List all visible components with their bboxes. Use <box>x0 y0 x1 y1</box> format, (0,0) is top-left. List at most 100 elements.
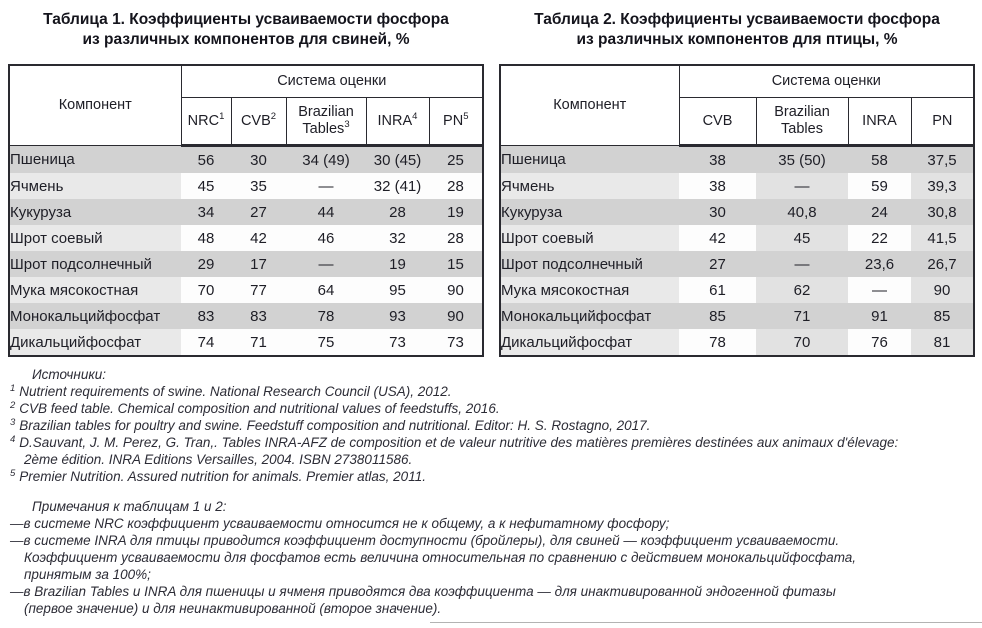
table1-col-cvb: CVB2 <box>230 97 287 147</box>
notes-heading: Примечания к таблицам 1 и 2: <box>32 499 227 514</box>
component-cell: Мука мясокостная <box>9 277 181 303</box>
value-cell: 48 <box>181 225 231 251</box>
value-cell: 29 <box>181 251 231 277</box>
table1: Компонент Система оценки NRC1 CVB2 Brazi… <box>8 64 485 357</box>
value-cell: 73 <box>366 329 429 356</box>
table1-title-line1: Таблица 1. Коэффициенты усваиваемости фо… <box>43 11 449 28</box>
value-cell: 73 <box>429 329 484 356</box>
footnote-ref-4: 4 <box>412 110 418 122</box>
sources-heading: Источники: <box>32 367 106 382</box>
component-cell: Ячмень <box>500 173 679 199</box>
value-cell: 78 <box>286 303 366 329</box>
value-cell: 90 <box>429 277 484 303</box>
table1-component-header: Компонент <box>8 64 182 146</box>
value-cell: 22 <box>848 225 911 251</box>
value-cell: 83 <box>181 303 231 329</box>
footnote-number: 3 <box>10 416 16 428</box>
value-cell: 17 <box>231 251 286 277</box>
component-cell: Кукуруза <box>500 199 679 225</box>
value-cell: 76 <box>848 329 911 356</box>
value-cell: 42 <box>231 225 286 251</box>
table2-title-line2: из различных компонентов для птицы, % <box>576 30 898 48</box>
table-row: Шрот подсолнечный 27 — 23,6 26,7 <box>500 251 975 277</box>
value-cell: 90 <box>911 277 975 303</box>
footnote-ref-2: 2 <box>270 110 277 122</box>
table1-col-brazilian: Brazilian Tables3 <box>285 97 367 147</box>
value-cell: 81 <box>911 329 975 356</box>
table-row: Пшеница 56 30 34 (49) 30 (45) 25 <box>9 145 484 173</box>
value-cell: 26,7 <box>911 251 975 277</box>
value-cell: 30 <box>231 145 286 173</box>
value-cell: 28 <box>429 225 484 251</box>
component-cell: Пшеница <box>9 145 181 173</box>
value-cell: 27 <box>679 251 756 277</box>
value-cell: — <box>756 251 848 277</box>
table2-component-header: Компонент <box>499 64 680 146</box>
footnote-number: 4 <box>10 433 16 445</box>
value-cell: 38 <box>679 145 756 173</box>
component-cell: Мука мясокостная <box>500 277 679 303</box>
value-cell: 34 <box>181 199 231 225</box>
table2-group-header: Система оценки <box>678 64 975 98</box>
table-row: Пшеница 38 35 (50) 58 37,5 <box>500 145 975 173</box>
footnote-ref-1: 1 <box>219 110 225 122</box>
value-cell: 45 <box>181 173 231 199</box>
table-row: Мука мясокостная 70 77 64 95 90 <box>9 277 484 303</box>
table2-col-brazilian: Brazilian Tables <box>755 97 849 147</box>
value-cell: 42 <box>679 225 756 251</box>
value-cell: 70 <box>756 329 848 356</box>
footnote-ref-5: 5 <box>463 110 469 122</box>
footnote-ref-3: 3 <box>344 119 350 131</box>
component-cell: Ячмень <box>9 173 181 199</box>
value-cell: 30,8 <box>911 199 975 225</box>
value-cell: 19 <box>366 251 429 277</box>
value-cell: — <box>286 173 366 199</box>
value-cell: 62 <box>756 277 848 303</box>
value-cell: 59 <box>848 173 911 199</box>
value-cell: 30 <box>679 199 756 225</box>
value-cell: 58 <box>848 145 911 173</box>
source-item: 1 Nutrient requirements of swine. Nationa… <box>10 382 452 399</box>
value-cell: 15 <box>429 251 484 277</box>
value-cell: 95 <box>366 277 429 303</box>
table2-panel: Таблица 2. Коэффициенты усваиваемости фо… <box>499 10 976 357</box>
note-item: —в Brazilian Tables и INRA для пшеницы и… <box>10 584 836 599</box>
source-item: 3 Brazilian tables for poultry and swine.… <box>10 416 651 433</box>
table2-col-cvb: CVB <box>678 97 757 147</box>
value-cell: 70 <box>181 277 231 303</box>
source-item: 5 Premier Nutrition. Assured nutrition fo… <box>10 467 426 484</box>
note-item-continuation: (первое значение) и для неинактивированн… <box>24 601 442 616</box>
table-row: Мука мясокостная 61 62 — 90 <box>500 277 975 303</box>
value-cell: 39,3 <box>911 173 975 199</box>
value-cell: 38 <box>679 173 756 199</box>
source-item: 2 CVB feed table. Chemical composition an… <box>10 399 500 416</box>
component-cell: Пшеница <box>500 145 679 173</box>
value-cell: 85 <box>679 303 756 329</box>
table-row: Кукуруза 34 27 44 28 19 <box>9 199 484 225</box>
component-cell: Шрот подсолнечный <box>9 251 181 277</box>
table-row: Шрот соевый 42 45 22 41,5 <box>500 225 975 251</box>
value-cell: 61 <box>679 277 756 303</box>
value-cell: 91 <box>848 303 911 329</box>
component-cell: Шрот соевый <box>500 225 679 251</box>
value-cell: 78 <box>679 329 756 356</box>
table-row: Ячмень 45 35 — 32 (41) 28 <box>9 173 484 199</box>
component-cell: Шрот соевый <box>9 225 181 251</box>
value-cell: 44 <box>286 199 366 225</box>
value-cell: 37,5 <box>911 145 975 173</box>
table2-title-line1: Таблица 2. Коэффициенты усваиваемости фо… <box>534 11 940 28</box>
table-row: Дикальцийфосфат 74 71 75 73 73 <box>9 329 484 356</box>
source-item-continuation: 2ème édition. INRA Editions Versailles, … <box>24 452 413 467</box>
value-cell: 45 <box>756 225 848 251</box>
value-cell: 93 <box>366 303 429 329</box>
note-item: —в системе NRC коэффициент усваиваемости… <box>10 516 670 531</box>
table1-panel: Таблица 1. Коэффициенты усваиваемости фо… <box>8 10 485 357</box>
notes-section: Примечания к таблицам 1 и 2: —в системе … <box>10 498 976 617</box>
table2-col-pn: PN <box>910 97 975 147</box>
value-cell: 85 <box>911 303 975 329</box>
table-row: Кукуруза 30 40,8 24 30,8 <box>500 199 975 225</box>
value-cell: 19 <box>429 199 484 225</box>
value-cell: 27 <box>231 199 286 225</box>
table1-col-inra: INRA4 <box>365 97 430 147</box>
